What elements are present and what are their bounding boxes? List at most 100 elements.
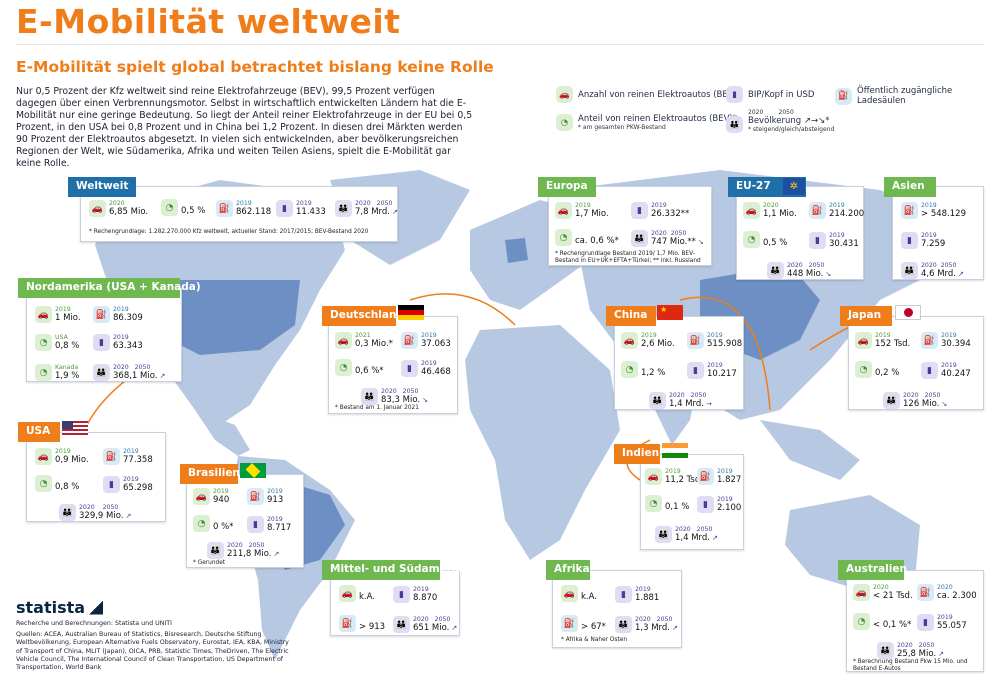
people-icon: 👪 (883, 392, 900, 409)
stat-bev: 🚗 2020 6,85 Mio. (89, 199, 148, 217)
bar-chart-icon: ▮ (93, 334, 110, 351)
stat-gdp: ▮ 2019 8.717 (247, 515, 291, 533)
stat-population: 👪 2020 2050 126 Mio. ↘ (883, 391, 947, 409)
charging-station-icon: ⛽ (93, 306, 110, 323)
pie-icon: ◔ (35, 334, 52, 351)
stat-bev: 🚗 2019 1,7 Mio. (555, 201, 609, 219)
people-icon: 👪 (335, 200, 352, 217)
panel-asien: ⛽ 2019 > 548.129 ▮ 2019 7.259 👪 2020 2050 4,6 … (892, 186, 984, 280)
pie-icon: ◔ (645, 495, 662, 512)
panel-eu27: 🚗 2020 1,1 Mio. ⛽ 2019 214.200 ◔ 0,5 % ▮ 2019 3… (736, 186, 864, 280)
bar-chart-icon: ▮ (921, 362, 938, 379)
panel-title-indien: Indien (614, 444, 660, 464)
car-icon: 🚗 (556, 86, 573, 103)
stat-share: ◔ 0,6 %* (335, 359, 384, 376)
pie-icon: ◔ (35, 364, 52, 381)
legend-charging: ⛽ Öffentlich zugängliche Ladesäulen (835, 86, 1000, 106)
stat-share: ◔ 0,8 % (35, 475, 79, 492)
stat-charging: ⛽ 2019 913 (247, 487, 283, 505)
charging-station-icon: ⛽ (809, 202, 826, 219)
bar-chart-icon: ▮ (687, 362, 704, 379)
stat-population: 👪 2020 2050 83,3 Mio. ↘ (361, 387, 428, 405)
panel-weltweit: 🚗 2020 6,85 Mio. ◔ 0,5 % ⛽ 2019 862.118 ▮ 2019… (80, 186, 398, 242)
stat-charging: ⛽ 2019 > 548.129 (901, 201, 966, 219)
panel-title-brasilien: Brasilien (180, 464, 240, 484)
footnote: * Rechengrundlage Bestand 2019/ 1,7 Mio.… (555, 251, 701, 264)
stat-bev: 🚗 2020 1,1 Mio. (743, 201, 797, 219)
stat-population: 👪 2020 2050 25,8 Mio. ↗ (877, 641, 944, 659)
people-icon: 👪 (649, 392, 666, 409)
charging-station-icon: ⛽ (687, 332, 704, 349)
stat-population: 👪 2020 2050 1,3 Mrd. ↗ (615, 615, 678, 633)
bar-chart-icon: ▮ (103, 476, 120, 493)
charging-station-icon: ⛽ (103, 448, 120, 465)
stat-bev: 🚗 k.A. (561, 585, 597, 602)
stat-bev: 🚗 2019 0,9 Mio. (35, 447, 89, 465)
stat-charging: ⛽ 2019 37.063 (401, 331, 451, 349)
stat-population: 👪 2020 2050 1,4 Mrd. → (649, 391, 712, 409)
people-icon: 👪 (655, 526, 672, 543)
car-icon: 🚗 (193, 488, 210, 505)
people-icon: 👪 (207, 542, 224, 559)
stat-charging: ⛽ 2019 1.827 (697, 467, 741, 485)
page-title: E-Mobilität weltweit (16, 2, 401, 41)
stat-population: 👪 2020 2050 7,8 Mrd. ↗ (335, 199, 398, 217)
panel-title-weltweit: Weltweit (68, 177, 136, 197)
stat-gdp: ▮ 2019 65.298 (103, 475, 153, 493)
bar-chart-icon: ▮ (631, 202, 648, 219)
bar-chart-icon: ▮ (615, 586, 632, 603)
bar-chart-icon: ▮ (393, 586, 410, 603)
stat-bev: 🚗 2019 940 (193, 487, 229, 505)
people-icon: 👪 (393, 616, 410, 633)
people-icon: 👪 (631, 230, 648, 247)
car-icon: 🚗 (35, 306, 52, 323)
stat-charging: ⛽ > 913 (339, 615, 385, 632)
bar-chart-icon: ▮ (247, 516, 264, 533)
stat-population: 👪 2020 2050 448 Mio. ↘ (767, 261, 831, 279)
people-icon: 👪 (767, 262, 784, 279)
car-icon: 🚗 (853, 584, 870, 601)
stat-charging: ⛽ 2019 214.200 (809, 201, 864, 219)
bar-chart-icon: ▮ (697, 496, 714, 513)
footnote: * Afrika & Naher Osten (561, 637, 627, 643)
charging-station-icon: ⛽ (339, 615, 356, 632)
stat-charging: ⛽ 2019 862.118 (216, 199, 271, 217)
central-america-shape (195, 410, 250, 456)
panel-japan: 🚗 2019 152 Tsd. ⛽ 2019 30.394 ◔ 0,2 % ▮ 2019 40… (848, 316, 984, 410)
japan-flag-icon (895, 305, 921, 320)
stat-bev: 🚗 2019 152 Tsd. (855, 331, 910, 349)
stat-share: ◔ 0,2 % (855, 361, 899, 378)
stat-share: ◔ < 0,1 %* (853, 613, 911, 630)
stat-bev: 🚗 2021 0,3 Mio.* (335, 331, 393, 349)
stat-gdp: ▮ 2019 30.431 (809, 231, 859, 249)
usa-flag-icon (62, 421, 88, 436)
pie-icon: ◔ (855, 361, 872, 378)
pie-icon: ◔ (853, 613, 870, 630)
panel-title-nordamerika: Nordamerika (USA + Kanada) (18, 278, 201, 298)
people-icon: 👪 (93, 364, 110, 381)
stat-bev: 🚗 2019 2,6 Mio. (621, 331, 675, 349)
panel-afrika: 🚗 k.A. ▮ 2019 1.881 ⛽ > 67* 👪 2020 2050 1,3 Mr… (552, 570, 682, 648)
stat-population: 👪 2020 2050 1,4 Mrd. ↗ (655, 525, 718, 543)
stat-charging: ⛽ 2020 ca. 2.300 (917, 583, 977, 601)
legend-share: ◔ Anteil von reinen Elektroautos (BEV)* *… (556, 114, 737, 131)
bar-chart-icon: ▮ (726, 86, 743, 103)
charging-station-icon: ⛽ (216, 200, 233, 217)
stat-share-usa: ◔ USA 0,8 % (35, 333, 79, 351)
charging-station-icon: ⛽ (901, 202, 918, 219)
pie-icon: ◔ (335, 359, 352, 376)
people-icon: 👪 (361, 388, 378, 405)
pie-icon: ◔ (555, 229, 572, 246)
pie-icon: ◔ (621, 361, 638, 378)
panel-china: 🚗 2019 2,6 Mio. ⛽ 2019 515.908 ◔ 1,2 % ▮ 2019 1… (614, 316, 744, 410)
stat-gdp: ▮ 2019 8.870 (393, 585, 437, 603)
stat-charging: ⛽ > 67* (561, 615, 606, 632)
panel-deutschland: 🚗 2021 0,3 Mio.* ⛽ 2019 37.063 ◔ 0,6 %* ▮ 2019… (328, 316, 458, 414)
stat-gdp: ▮ 2019 10.217 (687, 361, 737, 379)
stat-gdp: ▮ 2019 63.343 (93, 333, 143, 351)
southeast-asia-shape (760, 420, 860, 480)
stat-charging: ⛽ 2019 30.394 (921, 331, 971, 349)
stat-population: 👪 2020 2050 368,1 Mio. ↗ (93, 363, 165, 381)
eu-flag-icon: ✲ (783, 178, 805, 195)
stat-bev: 🚗 k.A. (339, 585, 375, 602)
